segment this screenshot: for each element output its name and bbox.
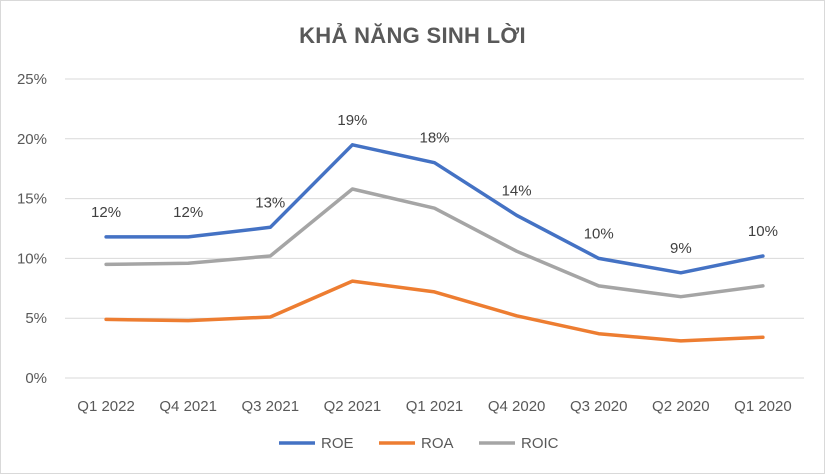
legend-label-roe: ROE <box>321 435 354 452</box>
data-label: 12% <box>91 204 121 221</box>
x-tick-label: Q4 2020 <box>488 398 546 415</box>
x-tick-label: Q1 2020 <box>734 398 792 415</box>
gridlines <box>65 78 804 379</box>
legend-label-roa: ROA <box>421 435 454 452</box>
data-label: 14% <box>502 182 532 199</box>
y-tick-label: 15% <box>17 191 47 208</box>
data-label: 19% <box>337 112 367 129</box>
data-labels: 12% 12% 13% 19% 18% 14% 10% 9% 10% <box>91 112 778 257</box>
x-tick-label: Q3 2021 <box>242 398 300 415</box>
y-tick-label: 10% <box>17 250 47 267</box>
series-line-roe <box>104 143 765 275</box>
data-label: 10% <box>584 225 614 242</box>
chart-title: KHẢ NĂNG SINH LỜI <box>299 23 526 48</box>
x-tick-label: Q3 2020 <box>570 398 628 415</box>
x-tick-label: Q1 2021 <box>406 398 464 415</box>
data-label: 10% <box>748 223 778 240</box>
x-tick-label: Q4 2021 <box>159 398 217 415</box>
y-tick-label: 0% <box>25 370 47 387</box>
x-tick-label: Q2 2021 <box>324 398 382 415</box>
data-label: 9% <box>670 240 692 257</box>
y-tick-label: 5% <box>25 310 47 327</box>
y-tick-label: 25% <box>17 71 47 88</box>
data-label: 18% <box>419 130 449 147</box>
y-axis: 0% 5% 10% 15% 20% 25% <box>17 71 47 387</box>
x-tick-label: Q2 2020 <box>652 398 710 415</box>
x-axis: Q1 2022 Q4 2021 Q3 2021 Q2 2021 Q1 2021 Q4 20… <box>77 398 791 415</box>
series-lines <box>104 143 765 343</box>
x-tick-label: Q1 2022 <box>77 398 135 415</box>
series-line-roa <box>104 279 765 343</box>
legend-label-roic: ROIC <box>521 435 559 452</box>
series-line-roic <box>104 187 765 299</box>
data-label: 13% <box>255 194 285 211</box>
data-label: 12% <box>173 204 203 221</box>
legend: ROE ROA ROIC <box>279 435 559 452</box>
y-tick-label: 20% <box>17 131 47 148</box>
